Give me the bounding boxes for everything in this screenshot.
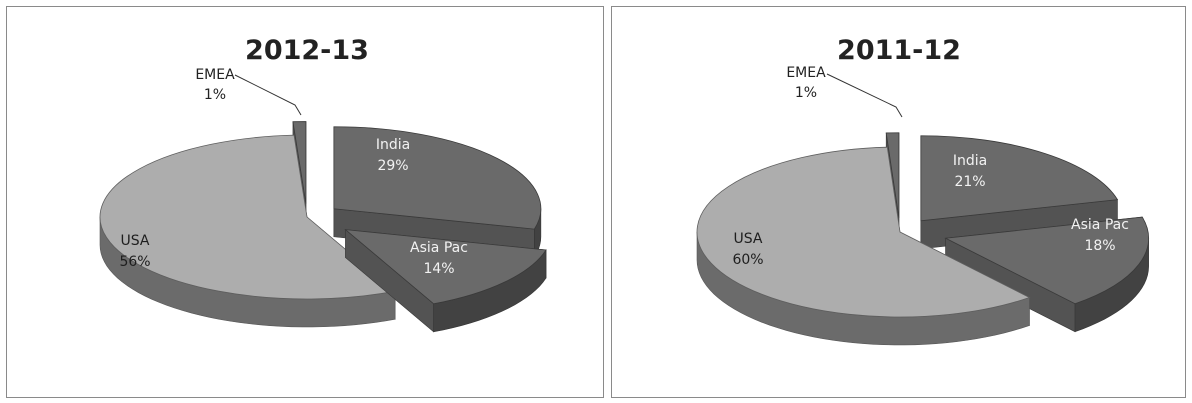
leader-line-emea-2011-12: [826, 73, 903, 118]
slice-value-asia-pac-2012-13: 14%: [423, 261, 454, 277]
pie-chart-2012-13: 2012-13 India 29% Asia Pac 14% USA 56% EMEA 1%: [99, 35, 547, 333]
slice-label-asia-pac-2012-13: Asia Pac: [410, 240, 468, 256]
slice-label-asia-pac-2011-12: Asia Pac: [1071, 217, 1129, 233]
slice-label-usa-2012-13: USA: [121, 233, 150, 249]
slice-value-emea-2011-12: 1%: [795, 85, 817, 101]
chart-title-2012-13: 2012-13: [245, 35, 369, 66]
slice-value-india-2011-12: 21%: [954, 174, 985, 190]
chart-panel-2011-12: 2011-12 India 21% Asia Pac 18% USA 60% EMEA 1%: [611, 6, 1186, 398]
chart-panel-2012-13: 2012-13 India 29% Asia Pac 14% USA 56% EMEA 1%: [6, 6, 604, 398]
slice-value-emea-2012-13: 1%: [204, 87, 226, 103]
pie-slice-asia-pac-2011-12: [944, 216, 1149, 333]
slice-label-usa-2011-12: USA: [734, 231, 763, 247]
slice-label-emea-2012-13: EMEA: [195, 67, 235, 83]
pie-chart-2011-12: 2011-12 India 21% Asia Pac 18% USA 60% EMEA 1%: [696, 35, 1149, 346]
slice-value-usa-2011-12: 60%: [732, 252, 763, 268]
leader-line-emea-2012-13: [234, 74, 302, 116]
chart-title-2011-12: 2011-12: [837, 35, 961, 66]
pie-slice-usa-2012-13: [99, 134, 397, 328]
slice-label-emea-2011-12: EMEA: [786, 65, 826, 81]
pie-slice-usa-2011-12: [696, 146, 1031, 346]
slice-value-usa-2012-13: 56%: [119, 254, 150, 270]
pie-slice-asia-pac-2012-13: [344, 228, 547, 333]
slice-value-india-2012-13: 29%: [377, 158, 408, 174]
slice-value-asia-pac-2011-12: 18%: [1084, 238, 1115, 254]
slice-label-india-2012-13: India: [376, 137, 410, 153]
slice-label-india-2011-12: India: [953, 153, 987, 169]
